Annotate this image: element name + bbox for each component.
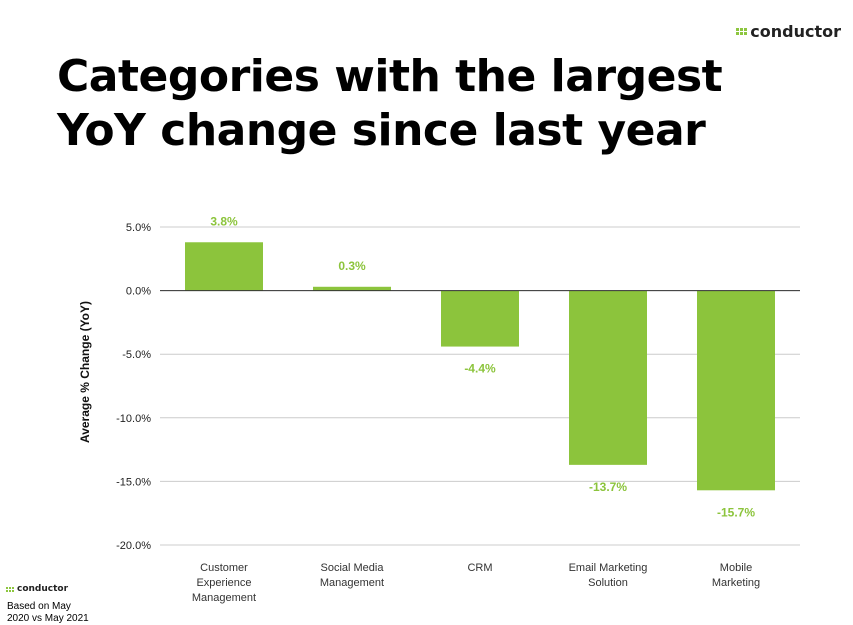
bar (185, 242, 263, 291)
y-tick-label: -5.0% (122, 349, 151, 361)
footnote: Based on May 2020 vs May 2021 (7, 601, 89, 625)
bar (569, 290, 647, 465)
x-tick-label: Social Media (321, 562, 385, 574)
y-tick-label: 0.0% (126, 286, 151, 298)
x-tick-label: Management (320, 577, 384, 589)
y-tick-label: -15.0% (116, 476, 151, 488)
y-tick-label: -10.0% (116, 413, 151, 425)
conductor-logo: conductor (736, 22, 841, 41)
x-tick-label: Marketing (712, 577, 760, 589)
conductor-logo-small: conductor (6, 584, 68, 594)
x-tick-label: Email Marketing (569, 562, 648, 574)
data-label: -13.7% (589, 480, 627, 494)
bar (441, 290, 519, 347)
bar (313, 286, 391, 291)
x-tick-label: CRM (467, 562, 492, 574)
y-tick-label: -20.0% (116, 540, 151, 552)
logo-text: conductor (750, 22, 841, 41)
data-label: 3.8% (210, 214, 238, 228)
x-tick-label: Management (192, 592, 256, 604)
x-tick-label: Mobile (720, 562, 752, 574)
footnote-line: Based on May (7, 601, 71, 612)
y-tick-label: 5.0% (126, 222, 151, 234)
data-label: -15.7% (717, 505, 755, 519)
page-title: Categories with the largest YoY change s… (57, 51, 723, 156)
logo-dots-icon (736, 28, 748, 35)
logo-text: conductor (17, 584, 69, 594)
data-label: 0.3% (338, 259, 366, 273)
y-axis-label: Average % Change (YoY) (78, 301, 92, 443)
x-tick-label: Customer (200, 562, 248, 574)
x-tick-label: Solution (588, 577, 628, 589)
footnote-line: 2020 vs May 2021 (7, 613, 89, 624)
x-tick-label: Experience (196, 577, 251, 589)
data-label: -4.4% (464, 362, 496, 376)
logo-dots-icon (6, 586, 14, 592)
bar (697, 290, 775, 491)
